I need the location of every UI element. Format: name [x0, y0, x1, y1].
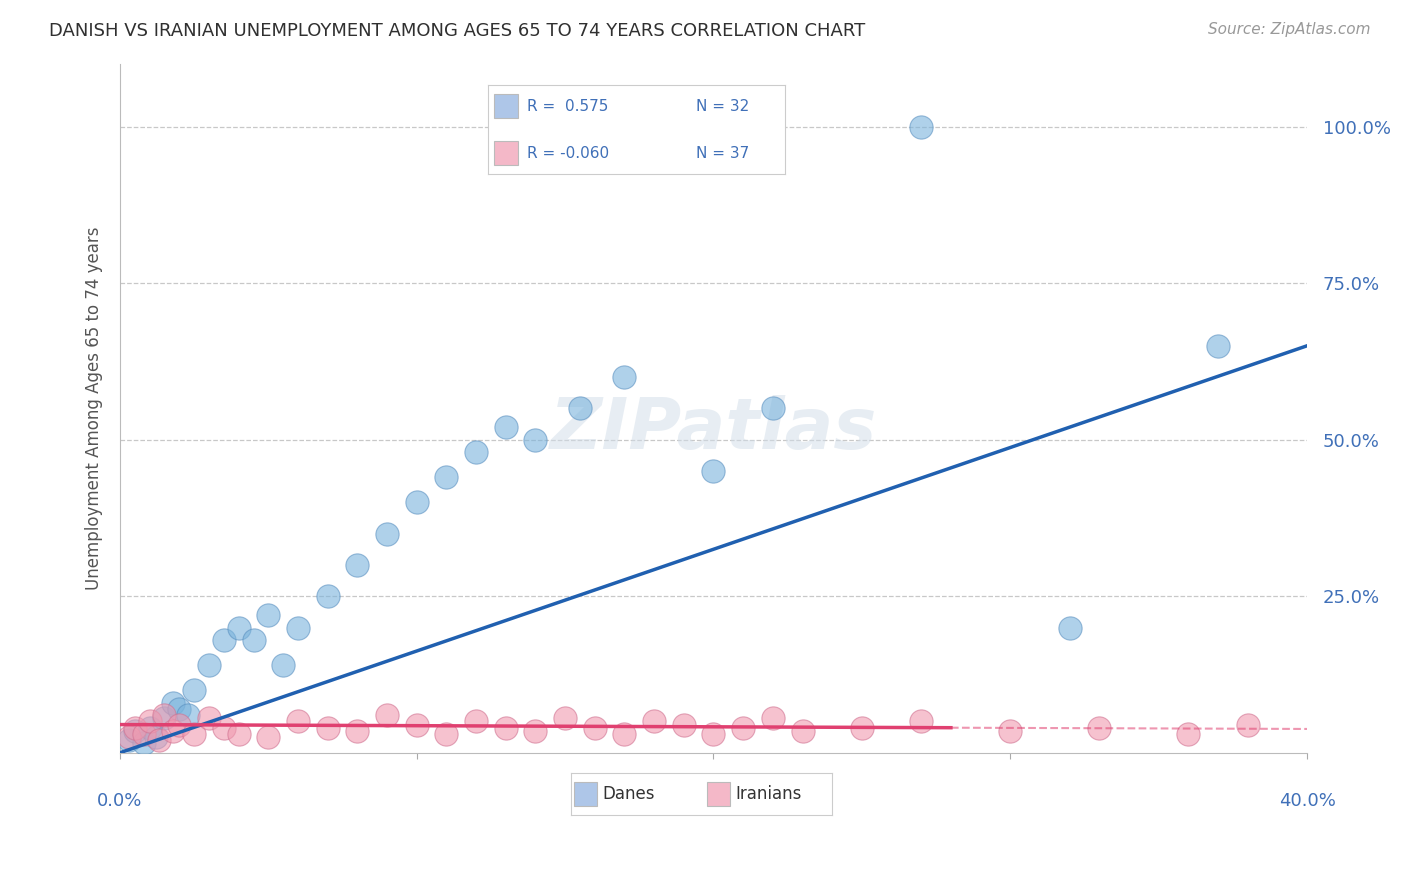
Point [733, 721, 755, 735]
Point [212, 721, 235, 735]
Point [257, 730, 280, 744]
Point [405, 495, 427, 509]
Point [375, 526, 398, 541]
Point [124, 721, 146, 735]
Point [1177, 727, 1199, 741]
Point [198, 711, 221, 725]
Point [287, 621, 309, 635]
Point [405, 717, 427, 731]
Point [613, 727, 636, 741]
Point [1236, 717, 1258, 731]
Point [1206, 339, 1229, 353]
Point [1000, 723, 1022, 738]
Point [436, 727, 458, 741]
Point [169, 717, 191, 731]
Point [465, 714, 488, 729]
Point [792, 723, 814, 738]
Text: 40.0%: 40.0% [1278, 791, 1336, 810]
Point [583, 721, 606, 735]
Point [148, 733, 170, 747]
Point [162, 696, 184, 710]
Point [183, 727, 205, 741]
Point [346, 723, 368, 738]
Point [138, 721, 160, 735]
Point [162, 723, 184, 738]
Point [762, 711, 785, 725]
Point [124, 723, 146, 738]
Point [138, 714, 160, 729]
Point [132, 727, 155, 741]
Point [643, 714, 665, 729]
Point [1059, 621, 1081, 635]
Point [568, 401, 591, 416]
Point [118, 730, 141, 744]
Point [212, 633, 235, 648]
Point [271, 658, 294, 673]
Point [316, 721, 339, 735]
Text: ZIPatlas: ZIPatlas [550, 394, 877, 464]
Point [672, 717, 695, 731]
Point [118, 733, 141, 747]
Point [613, 370, 636, 384]
Point [153, 708, 176, 723]
Point [851, 721, 873, 735]
Point [228, 621, 250, 635]
Point [702, 464, 724, 478]
Y-axis label: Unemployment Among Ages 65 to 74 years: Unemployment Among Ages 65 to 74 years [86, 227, 103, 591]
Point [257, 607, 280, 622]
Text: 0.0%: 0.0% [97, 791, 142, 810]
Point [198, 658, 221, 673]
Point [346, 558, 368, 572]
Point [242, 633, 264, 648]
Point [524, 433, 547, 447]
Point [1088, 721, 1111, 735]
Point [169, 702, 191, 716]
Point [554, 711, 576, 725]
Point [495, 420, 517, 434]
Point [316, 589, 339, 603]
Point [375, 708, 398, 723]
Point [910, 120, 932, 134]
Point [183, 683, 205, 698]
Point [132, 736, 155, 750]
Point [436, 470, 458, 484]
Point [910, 714, 932, 729]
Text: Source: ZipAtlas.com: Source: ZipAtlas.com [1208, 22, 1371, 37]
Point [177, 708, 200, 723]
Point [762, 401, 785, 416]
Point [524, 723, 547, 738]
Point [495, 721, 517, 735]
Point [228, 727, 250, 741]
Point [153, 711, 176, 725]
Point [702, 727, 724, 741]
Point [145, 730, 167, 744]
Point [287, 714, 309, 729]
Text: DANISH VS IRANIAN UNEMPLOYMENT AMONG AGES 65 TO 74 YEARS CORRELATION CHART: DANISH VS IRANIAN UNEMPLOYMENT AMONG AGE… [49, 22, 866, 40]
Point [465, 445, 488, 459]
